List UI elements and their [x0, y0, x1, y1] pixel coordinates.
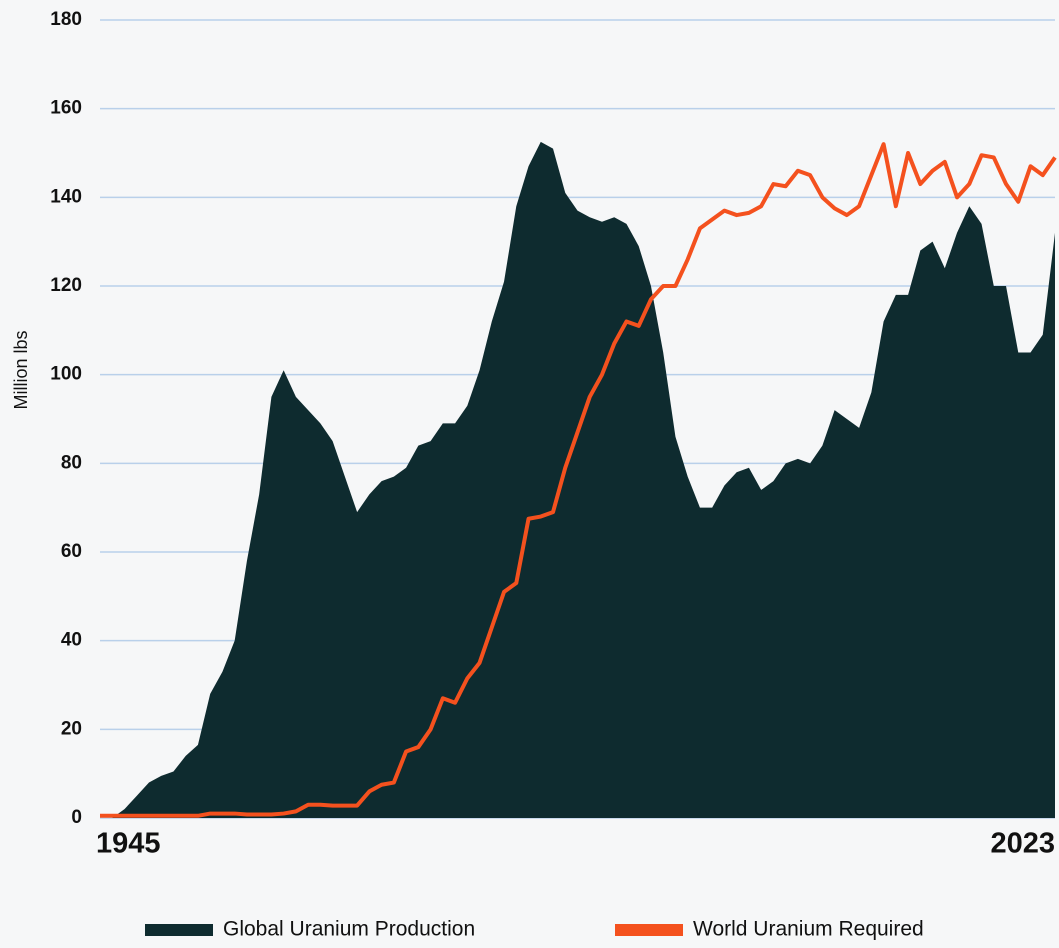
y-tick-label: 0 [71, 807, 82, 828]
y-tick-label: 40 [61, 630, 82, 651]
y-tick-label: 140 [50, 186, 82, 207]
y-axis-label: Million lbs [11, 330, 31, 409]
legend-label: World Uranium Required [693, 918, 924, 941]
y-tick-label: 80 [61, 452, 82, 473]
y-tick-label: 160 [50, 98, 82, 119]
legend-label: Global Uranium Production [223, 918, 475, 941]
legend-swatch [615, 924, 683, 936]
y-tick-label: 120 [50, 275, 82, 296]
y-tick-label: 100 [50, 364, 82, 385]
production-area [100, 141, 1055, 818]
y-tick-label: 20 [61, 718, 82, 739]
x-tick-label: 1945 [96, 828, 161, 860]
legend-swatch [145, 924, 213, 936]
x-tick-label: 2023 [990, 828, 1055, 860]
y-tick-label: 60 [61, 541, 82, 562]
y-tick-label: 180 [50, 9, 82, 30]
required-line [100, 142, 1057, 818]
